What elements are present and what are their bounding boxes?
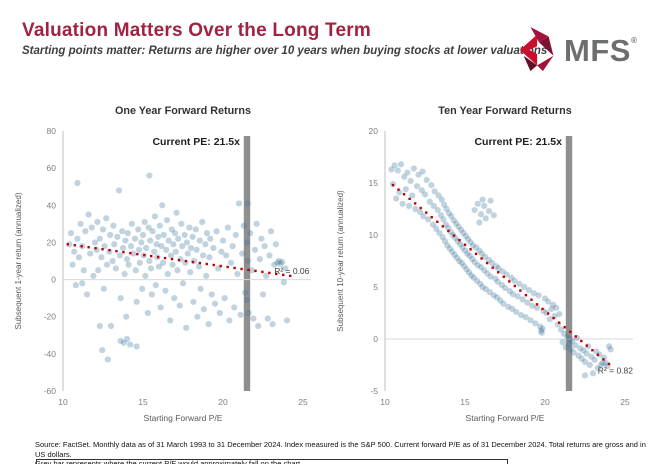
x-tick-label: 25 xyxy=(298,397,308,407)
scatter-points xyxy=(388,161,614,379)
page-subtitle: Starting points matter: Returns are high… xyxy=(22,45,548,57)
y-tick-label: 15 xyxy=(369,178,379,188)
trendline xyxy=(391,183,611,366)
y-tick-label: 0 xyxy=(373,334,378,344)
x-axis-title: Starting Forward P/E xyxy=(466,413,545,423)
y-tick-label: 20 xyxy=(47,237,57,247)
x-tick-label: 20 xyxy=(540,397,550,407)
mfs-logo-icon xyxy=(519,26,554,72)
y-tick-label: 0 xyxy=(51,275,56,285)
current-pe-bar xyxy=(243,136,251,391)
x-tick-label: 25 xyxy=(620,397,630,407)
current-pe-label: Current PE: 21.5x xyxy=(152,136,240,148)
y-tick-label: -40 xyxy=(44,349,57,359)
one-year-chart-svg: One Year Forward Returns Current PE: 21.5… xyxy=(14,105,311,423)
y-tick-label: 5 xyxy=(373,282,378,292)
current-pe-label: Current PE: 21.5x xyxy=(474,136,562,148)
r-squared-label: R² = 0.82 xyxy=(598,365,633,375)
chart-title: Ten Year Forward Returns xyxy=(438,105,571,117)
x-tick-label: 10 xyxy=(380,397,390,407)
y-tick-label: 40 xyxy=(47,200,57,210)
y-tick-label: -20 xyxy=(44,312,57,322)
ten-year-forward-returns-chart: Ten Year Forward Returns Current PE: 21.5… xyxy=(330,98,652,435)
x-tick-label: 15 xyxy=(138,397,148,407)
y-tick-label: 80 xyxy=(47,126,57,136)
mfs-logo: MFS® xyxy=(516,26,637,74)
cropped-text-box xyxy=(36,459,508,464)
footnote-line2: Grey bar represents where the current P/… xyxy=(35,459,303,464)
chart-title: One Year Forward Returns xyxy=(115,105,251,117)
scatter-points xyxy=(66,172,291,363)
ten-year-chart-svg: Ten Year Forward Returns Current PE: 21.5… xyxy=(336,105,633,423)
y-tick-label: 60 xyxy=(47,163,57,173)
mfs-logo-text: MFS® xyxy=(564,32,638,68)
x-axis-title: Starting Forward P/E xyxy=(144,413,223,423)
footnote-line1: Source: FactSet. Monthly data as of 31 M… xyxy=(35,440,646,459)
one-year-forward-returns-chart: One Year Forward Returns Current PE: 21.5… xyxy=(8,98,330,435)
y-tick-label: 10 xyxy=(369,230,379,240)
page-title: Valuation Matters Over the Long Term xyxy=(22,20,371,41)
y-tick-label: -60 xyxy=(44,386,57,396)
r-squared-label: R² = 0.06 xyxy=(274,266,309,276)
y-axis-title: Subsequent 1-year return (annualized) xyxy=(14,192,23,329)
y-tick-label: 20 xyxy=(369,126,379,136)
registered-mark: ® xyxy=(630,35,638,45)
trendline xyxy=(66,243,292,278)
x-tick-label: 10 xyxy=(58,397,68,407)
y-axis-title: Subsequent 10-year return (annualized) xyxy=(336,190,345,332)
x-tick-label: 15 xyxy=(460,397,470,407)
source-footnote: Source: FactSet. Monthly data as of 31 M… xyxy=(35,440,650,464)
x-tick-label: 20 xyxy=(218,397,228,407)
current-pe-bar xyxy=(565,136,573,391)
y-tick-label: -5 xyxy=(370,386,378,396)
